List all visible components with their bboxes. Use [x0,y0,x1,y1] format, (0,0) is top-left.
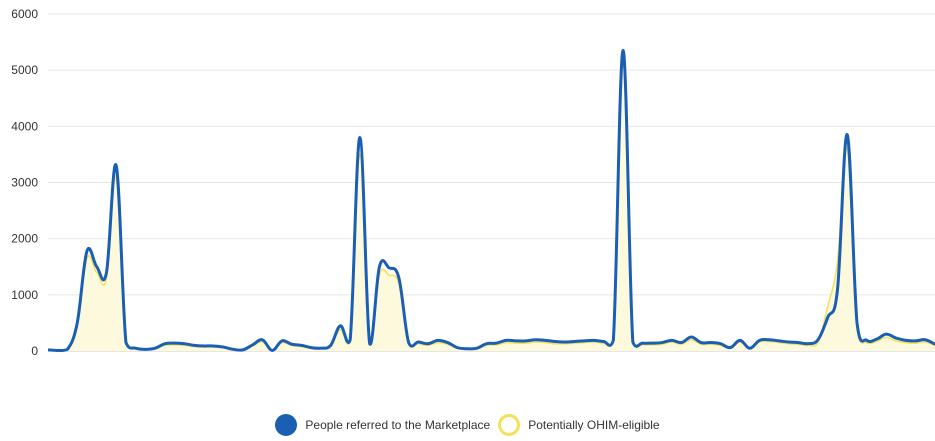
legend-swatch-ohim [498,414,521,436]
gridlines [48,13,935,352]
series-referred-line [47,49,935,352]
y-axis-ticks: 0 1000 2000 3000 4000 5000 6000 [11,7,38,358]
y-tick-label: 6000 [11,7,38,21]
y-tick-label: 1000 [11,288,38,302]
y-tick-label: 4000 [11,119,38,133]
legend-label-ohim: Potentially OHIM-eligible [528,418,660,432]
legend-item-ohim[interactable]: Potentially OHIM-eligible [498,414,660,436]
y-tick-label: 0 [31,344,38,358]
legend-swatch-referred [275,414,298,436]
series-ohim-area [48,64,935,351]
legend: People referred to the Marketplace Poten… [0,414,935,436]
y-tick-label: 2000 [11,232,38,246]
y-tick-label: 3000 [11,176,38,190]
legend-label-referred: People referred to the Marketplace [305,418,491,432]
series-ohim-line [47,63,935,352]
legend-item-referred[interactable]: People referred to the Marketplace [275,414,490,436]
series-line-layer [47,49,935,352]
series-area-layer [47,63,935,352]
y-tick-label: 5000 [11,63,38,77]
